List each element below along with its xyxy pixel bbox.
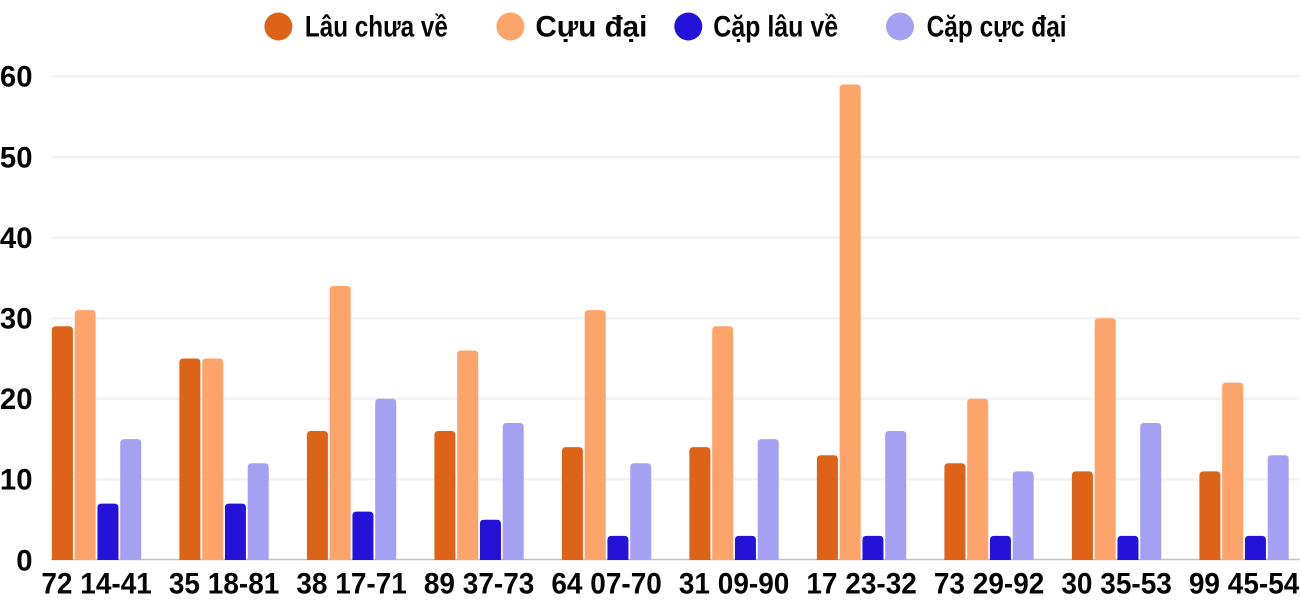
svg-text:Cặp cực đại: Cặp cực đại [927, 11, 1067, 44]
svg-text:35 18-81: 35 18-81 [169, 568, 280, 600]
svg-text:73 29-92: 73 29-92 [934, 568, 1045, 600]
svg-text:72 14-41: 72 14-41 [41, 568, 152, 600]
svg-text:50: 50 [0, 141, 33, 174]
svg-text:40: 40 [0, 222, 33, 255]
svg-text:0: 0 [16, 544, 32, 577]
svg-text:Lâu chưa về: Lâu chưa về [305, 11, 448, 44]
svg-text:30: 30 [0, 303, 33, 336]
svg-text:64 07-70: 64 07-70 [551, 568, 662, 600]
svg-text:Cặp lâu về: Cặp lâu về [713, 11, 838, 44]
svg-text:99 45-54: 99 45-54 [1189, 568, 1300, 600]
svg-text:20: 20 [0, 383, 33, 416]
svg-text:Cựu đại: Cựu đại [535, 11, 647, 44]
svg-text:89 37-73: 89 37-73 [424, 568, 535, 600]
svg-text:60: 60 [0, 61, 33, 94]
svg-text:38 17-71: 38 17-71 [296, 568, 407, 600]
svg-text:30 35-53: 30 35-53 [1061, 568, 1172, 600]
svg-text:31 09-90: 31 09-90 [679, 568, 790, 600]
svg-text:10: 10 [0, 464, 33, 497]
svg-text:17 23-32: 17 23-32 [806, 568, 917, 600]
